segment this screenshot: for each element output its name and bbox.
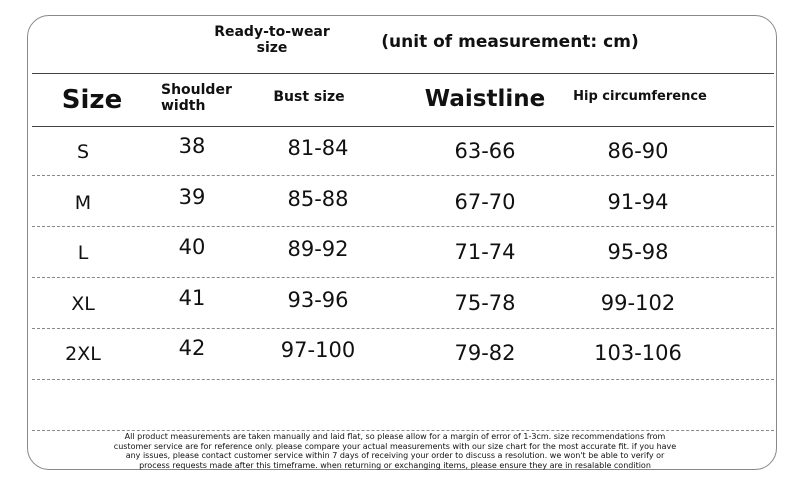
table-cell: 41 <box>178 285 206 310</box>
table-cell: XL <box>71 292 95 315</box>
footer-line: any issues, please contact customer serv… <box>125 451 665 460</box>
table-frame <box>27 15 777 470</box>
row-divider <box>32 175 774 176</box>
table-cell: 81-84 <box>287 136 349 160</box>
table-cell: 103-106 <box>594 341 682 365</box>
table-cell: M <box>74 191 92 214</box>
table-cell: 42 <box>178 336 206 360</box>
row-divider <box>32 328 774 329</box>
table-cell: 95-98 <box>607 240 669 264</box>
row-divider <box>32 226 774 227</box>
column-header: Waistline <box>424 86 546 112</box>
table-cell: 93-96 <box>287 287 349 312</box>
table-cell: 97-100 <box>280 338 356 362</box>
table-cell: 91-94 <box>607 189 669 214</box>
header-title: Ready-to-wear size <box>214 24 330 56</box>
table-cell: 39 <box>178 184 206 209</box>
table-cell: 2XL <box>65 343 101 365</box>
table-cell: 79-82 <box>454 341 516 365</box>
table-cell: 75-78 <box>454 290 516 315</box>
footer-line: customer service are for reference only.… <box>113 441 677 451</box>
column-header: Hip circumference <box>573 89 707 104</box>
table-cell: 99-102 <box>600 290 676 315</box>
table-cell: 85-88 <box>287 186 349 211</box>
table-cell: 71-74 <box>454 240 516 264</box>
row-divider <box>32 277 774 278</box>
footer-line: All product measurements are taken manua… <box>124 432 666 441</box>
table-cell: S <box>76 141 90 163</box>
header-divider <box>32 126 774 127</box>
table-cell: 67-70 <box>454 189 516 214</box>
footer-line: process requests made after this timefra… <box>139 460 651 470</box>
column-header: Size <box>61 85 123 115</box>
table-cell: 89-92 <box>287 237 349 261</box>
row-divider <box>32 430 774 431</box>
table-cell: 86-90 <box>607 139 669 163</box>
footer-note: All product measurements are taken manua… <box>114 432 676 470</box>
row-divider <box>32 379 774 380</box>
column-header: Bust size <box>273 89 345 105</box>
column-header: Shoulder width <box>161 82 232 114</box>
table-cell: 63-66 <box>454 139 516 163</box>
table-cell: L <box>77 242 89 264</box>
header-divider <box>32 73 774 74</box>
header-unit: (unit of measurement: cm) <box>381 32 639 52</box>
table-cell: 38 <box>178 134 206 158</box>
table-cell: 40 <box>178 235 206 259</box>
